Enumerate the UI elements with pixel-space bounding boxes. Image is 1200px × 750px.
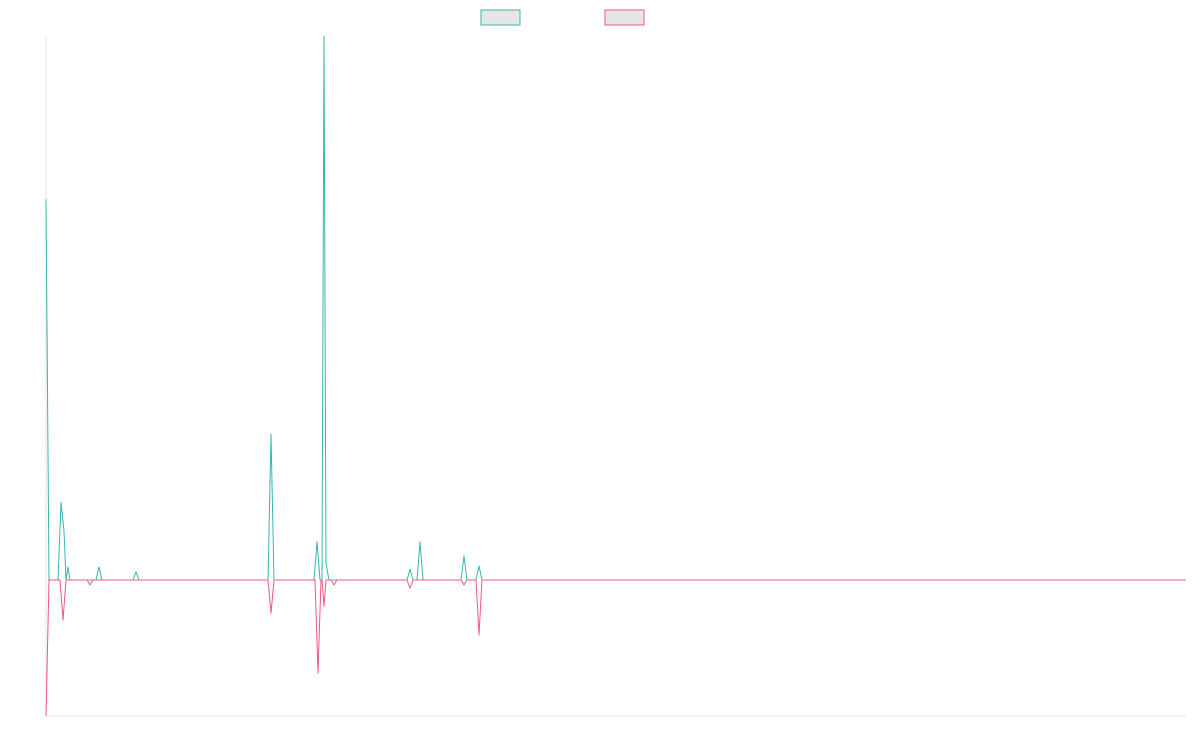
line-series bbox=[45, 579, 1186, 717]
line-series bbox=[45, 35, 1186, 581]
legend-swatch[interactable] bbox=[604, 9, 645, 26]
legend-swatch[interactable] bbox=[480, 9, 521, 26]
